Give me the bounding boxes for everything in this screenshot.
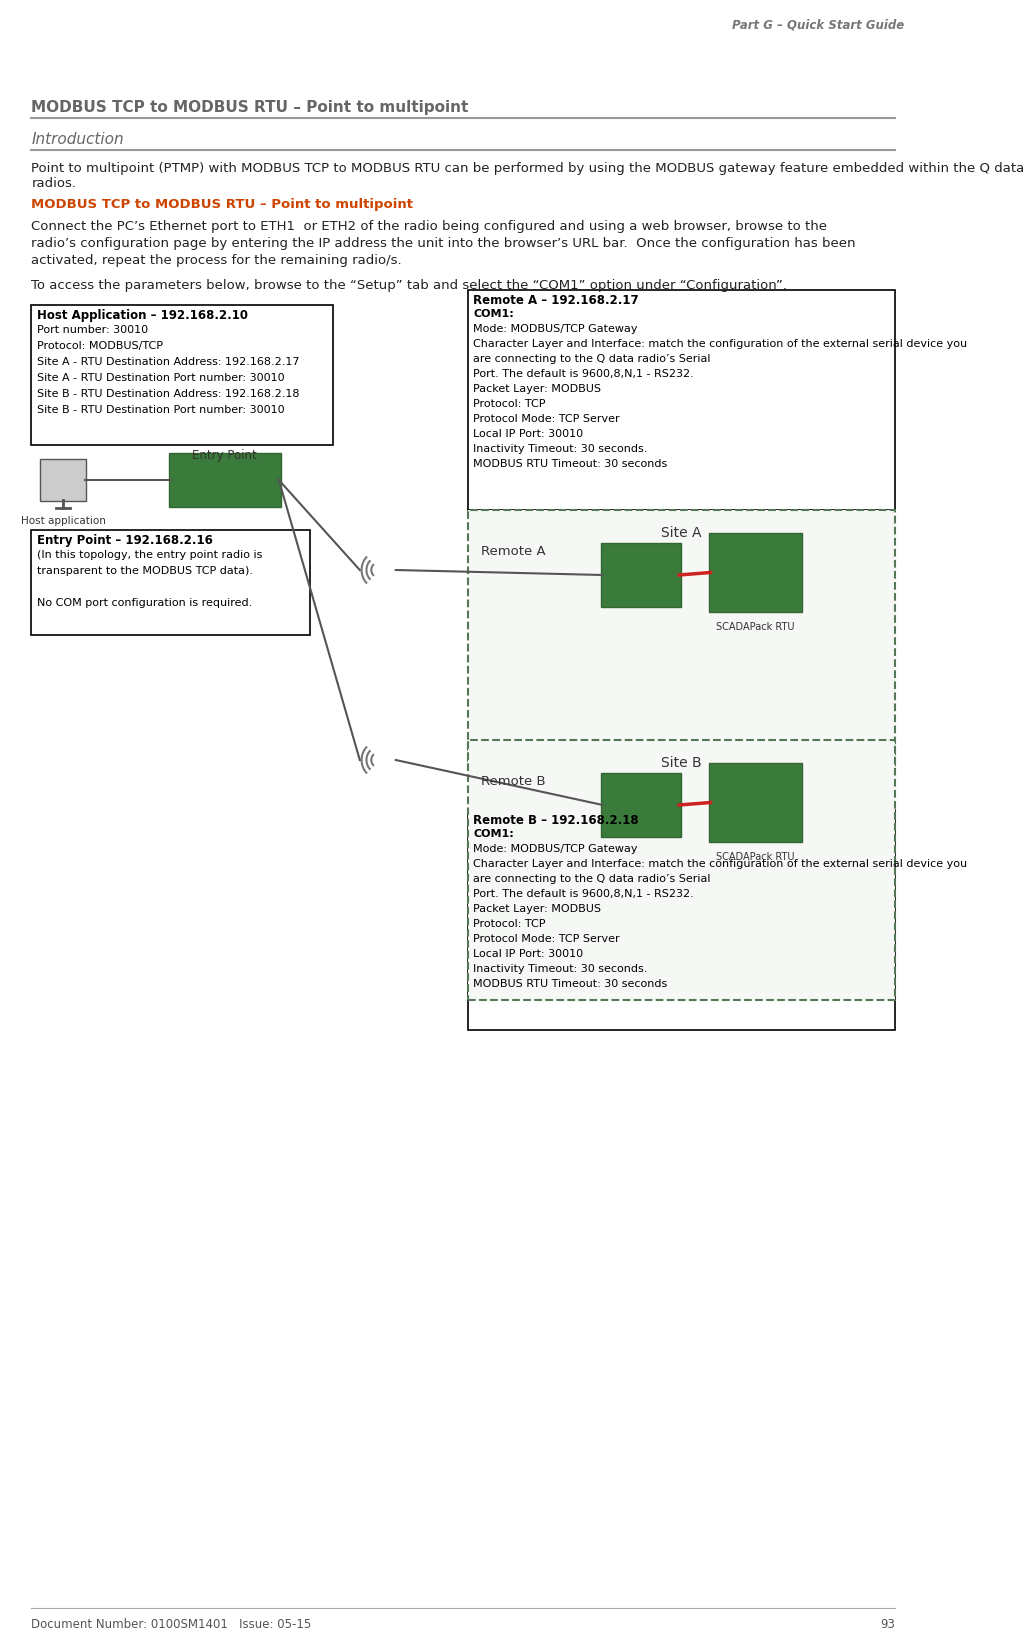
Text: Packet Layer: MODBUS: Packet Layer: MODBUS [473, 385, 602, 395]
Text: are connecting to the Q data radio’s Serial: are connecting to the Q data radio’s Ser… [473, 354, 711, 363]
Text: COM1:: COM1: [473, 309, 514, 319]
Text: MODBUS RTU Timeout: 30 seconds: MODBUS RTU Timeout: 30 seconds [473, 979, 667, 989]
Text: Entry Point: Entry Point [193, 449, 258, 462]
Text: Remote A: Remote A [481, 545, 546, 558]
Text: Character Layer and Interface: match the configuration of the external serial de: Character Layer and Interface: match the… [473, 339, 967, 349]
Text: radio’s configuration page by entering the IP address the unit into the browser’: radio’s configuration page by entering t… [32, 237, 856, 250]
Text: Host application: Host application [21, 516, 105, 525]
FancyBboxPatch shape [600, 773, 681, 837]
FancyBboxPatch shape [32, 530, 310, 635]
Text: Protocol: MODBUS/TCP: Protocol: MODBUS/TCP [37, 340, 163, 350]
Text: Site A - RTU Destination Port number: 30010: Site A - RTU Destination Port number: 30… [37, 373, 284, 383]
Text: activated, repeat the process for the remaining radio/s.: activated, repeat the process for the re… [32, 254, 402, 267]
Text: transparent to the MODBUS TCP data).: transparent to the MODBUS TCP data). [37, 566, 253, 576]
Text: Part G – Quick Start Guide: Part G – Quick Start Guide [731, 18, 904, 31]
FancyBboxPatch shape [600, 543, 681, 607]
Text: Mode: MODBUS/TCP Gateway: Mode: MODBUS/TCP Gateway [473, 845, 638, 855]
Text: Point to multipoint (PTMP) with MODBUS TCP to MODBUS RTU can be performed by usi: Point to multipoint (PTMP) with MODBUS T… [32, 162, 1025, 190]
Text: MODBUS RTU Timeout: 30 seconds: MODBUS RTU Timeout: 30 seconds [473, 458, 667, 468]
Text: Site B - RTU Destination Address: 192.168.2.18: Site B - RTU Destination Address: 192.16… [37, 390, 300, 399]
Text: Site A: Site A [661, 525, 701, 540]
Text: Document Number: 0100SM1401   Issue: 05-15: Document Number: 0100SM1401 Issue: 05-15 [32, 1617, 312, 1630]
Text: Inactivity Timeout: 30 seconds.: Inactivity Timeout: 30 seconds. [473, 444, 648, 453]
Text: Character Layer and Interface: match the configuration of the external serial de: Character Layer and Interface: match the… [473, 859, 967, 869]
Text: Connect the PC’s Ethernet port to ETH1  or ETH2 of the radio being configured an: Connect the PC’s Ethernet port to ETH1 o… [32, 219, 827, 232]
FancyBboxPatch shape [468, 810, 895, 1030]
FancyBboxPatch shape [709, 763, 802, 841]
Text: SCADAPack RTU: SCADAPack RTU [716, 622, 795, 632]
Text: Protocol Mode: TCP Server: Protocol Mode: TCP Server [473, 414, 620, 424]
FancyBboxPatch shape [468, 511, 895, 769]
FancyBboxPatch shape [468, 740, 895, 1000]
Text: To access the parameters below, browse to the “Setup” tab and select the “COM1” : To access the parameters below, browse t… [32, 278, 788, 291]
Text: MODBUS TCP to MODBUS RTU – Point to multipoint: MODBUS TCP to MODBUS RTU – Point to mult… [32, 198, 413, 211]
Text: (In this topology, the entry point radio is: (In this topology, the entry point radio… [37, 550, 263, 560]
Text: Port. The default is 9600,8,N,1 - RS232.: Port. The default is 9600,8,N,1 - RS232. [473, 368, 694, 380]
FancyBboxPatch shape [169, 453, 280, 507]
Text: Host Application – 192.168.2.10: Host Application – 192.168.2.10 [37, 309, 248, 322]
Text: Inactivity Timeout: 30 seconds.: Inactivity Timeout: 30 seconds. [473, 964, 648, 974]
Text: Remote B: Remote B [481, 774, 546, 787]
Text: Port. The default is 9600,8,N,1 - RS232.: Port. The default is 9600,8,N,1 - RS232. [473, 889, 694, 899]
Text: Introduction: Introduction [32, 133, 124, 147]
Text: Packet Layer: MODBUS: Packet Layer: MODBUS [473, 904, 602, 913]
Text: Port number: 30010: Port number: 30010 [37, 326, 148, 336]
FancyBboxPatch shape [709, 534, 802, 612]
FancyBboxPatch shape [32, 304, 333, 445]
Text: are connecting to the Q data radio’s Serial: are connecting to the Q data radio’s Ser… [473, 874, 711, 884]
Text: Remote B – 192.168.2.18: Remote B – 192.168.2.18 [473, 814, 639, 827]
FancyBboxPatch shape [468, 290, 895, 511]
Text: MODBUS TCP to MODBUS RTU – Point to multipoint: MODBUS TCP to MODBUS RTU – Point to mult… [32, 100, 469, 115]
Text: Site B - RTU Destination Port number: 30010: Site B - RTU Destination Port number: 30… [37, 404, 284, 416]
Text: Site A - RTU Destination Address: 192.168.2.17: Site A - RTU Destination Address: 192.16… [37, 357, 300, 367]
Text: Remote A – 192.168.2.17: Remote A – 192.168.2.17 [473, 295, 639, 308]
Text: Mode: MODBUS/TCP Gateway: Mode: MODBUS/TCP Gateway [473, 324, 638, 334]
Text: Site B: Site B [661, 756, 701, 769]
Text: Local IP Port: 30010: Local IP Port: 30010 [473, 949, 583, 959]
Text: Protocol: TCP: Protocol: TCP [473, 918, 546, 930]
Text: SCADAPack RTU: SCADAPack RTU [716, 851, 795, 863]
Text: Protocol Mode: TCP Server: Protocol Mode: TCP Server [473, 935, 620, 945]
Text: Entry Point – 192.168.2.16: Entry Point – 192.168.2.16 [37, 534, 213, 547]
Text: Local IP Port: 30010: Local IP Port: 30010 [473, 429, 583, 439]
Text: Protocol: TCP: Protocol: TCP [473, 399, 546, 409]
Text: 93: 93 [880, 1617, 895, 1630]
FancyBboxPatch shape [39, 458, 87, 501]
Text: No COM port configuration is required.: No COM port configuration is required. [37, 598, 252, 607]
Text: COM1:: COM1: [473, 828, 514, 840]
